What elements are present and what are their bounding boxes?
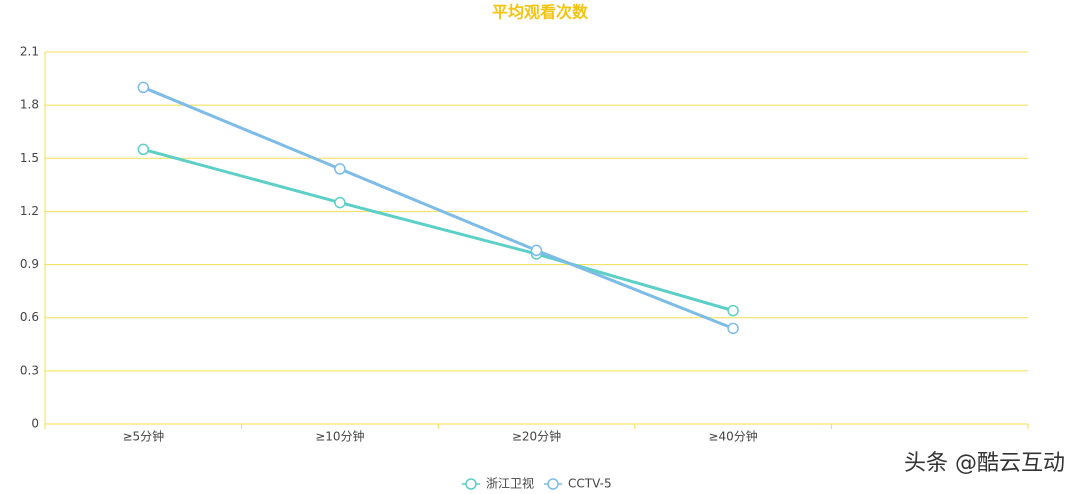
x-tick-label: ≥20分钟 (512, 429, 561, 444)
y-tick-label: 1.8 (20, 98, 39, 112)
series-line (142, 147, 734, 313)
data-point (334, 196, 346, 209)
y-tick-label: 1.2 (20, 204, 39, 218)
data-point (727, 304, 739, 317)
y-tick-label: 0 (31, 417, 39, 431)
y-tick-label: 0.6 (20, 310, 39, 324)
x-tick-label: ≥40分钟 (708, 429, 757, 444)
legend-label: 浙江卫视 (486, 476, 534, 491)
x-tick-label: ≥10分钟 (315, 429, 364, 444)
legend-label: CCTV-5 (568, 477, 612, 491)
series-line (142, 86, 734, 330)
data-point (137, 143, 150, 156)
data-point (137, 81, 150, 94)
data-point (727, 322, 739, 335)
data-point (530, 244, 543, 257)
legend-marker (465, 478, 477, 490)
y-tick-label: 0.3 (20, 363, 39, 377)
chart-title: 平均观看次数 (492, 3, 589, 22)
y-tick-label: 2.1 (20, 45, 39, 59)
x-tick-label: ≥5分钟 (122, 429, 164, 444)
data-point (334, 163, 346, 175)
y-tick-label: 0.9 (20, 257, 39, 271)
watermark: 头条 @酷云互动 (904, 451, 1065, 476)
legend-marker (547, 478, 559, 490)
y-tick-label: 1.5 (20, 151, 39, 165)
